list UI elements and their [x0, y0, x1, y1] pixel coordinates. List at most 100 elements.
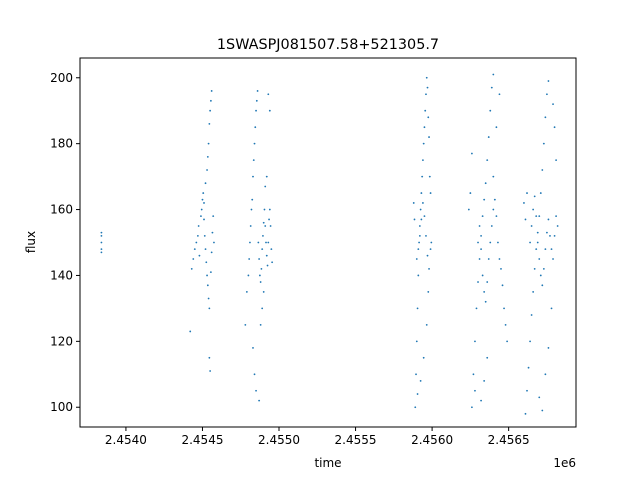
data-point — [207, 297, 210, 300]
data-point — [258, 399, 261, 402]
data-point — [247, 274, 250, 277]
data-point — [268, 109, 271, 112]
data-point — [256, 90, 259, 92]
data-point — [555, 215, 557, 218]
data-point — [475, 307, 478, 310]
data-point — [428, 175, 431, 178]
data-point — [415, 340, 418, 343]
data-point — [422, 356, 425, 359]
data-point — [210, 251, 213, 254]
data-point — [533, 195, 536, 198]
data-point — [262, 235, 264, 237]
data-point — [487, 258, 490, 260]
data-point — [100, 235, 103, 237]
data-point — [492, 208, 495, 211]
data-point — [267, 241, 270, 244]
y-axis-ticks: 100 120 140 160 180 200 — [50, 71, 80, 414]
x-axis-label: time — [314, 456, 341, 470]
data-point — [483, 379, 486, 382]
data-point — [206, 274, 208, 277]
data-point — [498, 93, 501, 96]
data-point — [530, 314, 533, 316]
data-point — [556, 225, 559, 227]
data-point — [538, 258, 541, 260]
data-point — [553, 235, 556, 237]
data-point — [208, 356, 211, 359]
data-point — [206, 169, 208, 171]
data-point — [422, 202, 424, 204]
data-point — [529, 241, 531, 244]
data-point — [212, 215, 215, 218]
data-point — [536, 241, 539, 244]
data-point — [426, 86, 429, 89]
data-point — [414, 406, 417, 409]
data-point — [484, 300, 487, 303]
data-point — [249, 241, 251, 244]
data-point — [100, 231, 103, 234]
data-points-group — [100, 73, 559, 415]
data-point — [489, 241, 492, 244]
data-point — [539, 192, 542, 194]
data-point — [192, 258, 195, 260]
data-point — [195, 241, 198, 244]
data-point — [487, 136, 490, 138]
data-point — [258, 258, 261, 260]
data-point — [533, 267, 536, 270]
data-point — [477, 241, 479, 244]
data-point — [428, 267, 430, 270]
data-point — [552, 258, 554, 260]
data-point — [250, 208, 253, 211]
data-point — [546, 231, 548, 234]
data-point — [544, 248, 547, 250]
data-point — [493, 198, 496, 201]
x-tick-label: 2.4555 — [335, 433, 377, 447]
data-point — [252, 347, 254, 349]
data-point — [265, 241, 267, 244]
data-point — [208, 307, 211, 310]
data-point — [497, 241, 499, 244]
data-point — [425, 323, 428, 326]
data-point — [506, 340, 509, 343]
data-point — [262, 291, 265, 293]
data-point — [248, 258, 251, 260]
data-point — [100, 248, 103, 250]
y-tick-label: 120 — [50, 334, 73, 348]
data-point — [415, 373, 417, 376]
data-point — [245, 291, 248, 293]
data-point — [480, 235, 482, 237]
data-point — [529, 340, 531, 343]
data-point — [252, 159, 255, 162]
data-point — [428, 136, 430, 138]
data-point — [474, 340, 476, 343]
data-point — [498, 258, 501, 260]
data-point — [260, 267, 263, 270]
data-point — [244, 323, 247, 326]
data-point — [480, 399, 482, 402]
data-point — [100, 241, 103, 244]
data-point — [547, 218, 550, 221]
data-point — [268, 218, 270, 221]
data-point — [535, 215, 538, 218]
data-point — [429, 192, 432, 194]
data-point — [263, 208, 266, 211]
data-point — [483, 291, 486, 293]
data-point — [539, 274, 542, 277]
data-point — [424, 109, 427, 112]
data-point — [201, 198, 204, 201]
data-point — [257, 241, 260, 244]
data-point — [530, 225, 533, 227]
data-point — [252, 175, 254, 178]
data-point — [253, 142, 256, 145]
data-point — [200, 215, 202, 218]
data-point — [262, 221, 265, 224]
data-point — [197, 225, 200, 227]
data-point — [206, 155, 209, 158]
y-tick-label: 180 — [50, 137, 73, 151]
data-point — [553, 126, 556, 129]
data-point — [490, 225, 493, 227]
data-point — [196, 235, 199, 237]
data-point — [486, 159, 489, 162]
data-point — [489, 109, 492, 112]
data-point — [266, 264, 269, 267]
data-point — [555, 159, 557, 162]
